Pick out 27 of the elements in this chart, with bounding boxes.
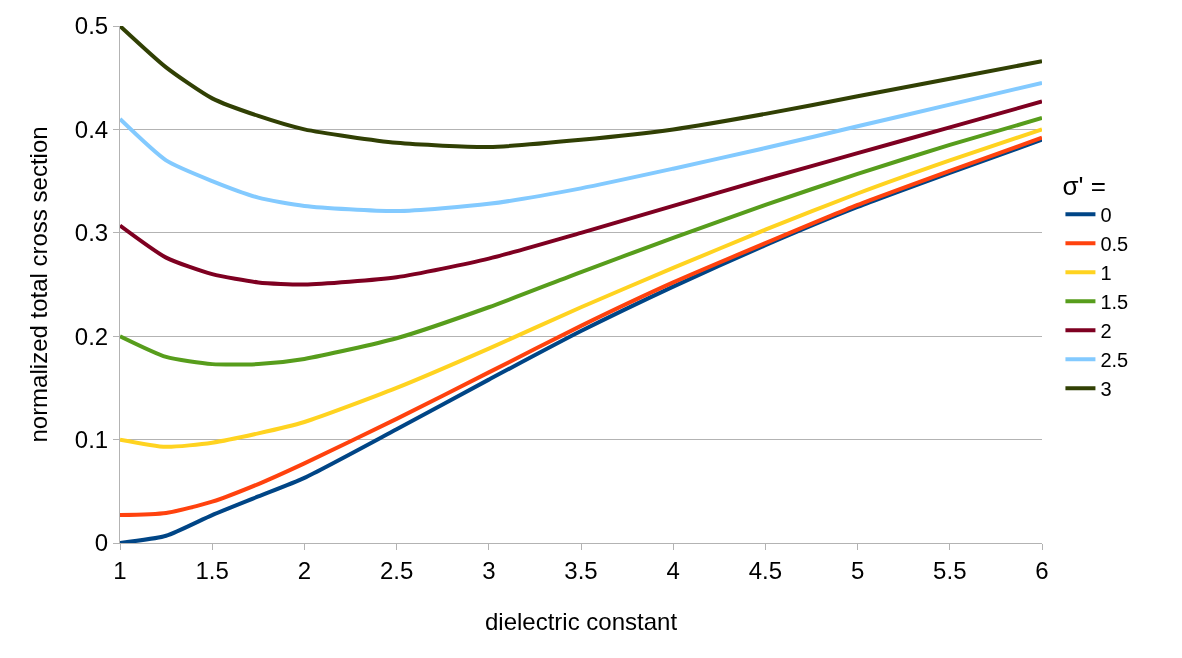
x-tick-label: 5 <box>850 556 865 584</box>
y-tick-label: 0.5 <box>74 12 109 40</box>
y-tick-label: 0.2 <box>74 322 109 350</box>
legend-title: σ' = <box>1062 170 1106 201</box>
x-tick-label: 1 <box>113 556 127 584</box>
x-tick-label: 6 <box>1035 556 1049 584</box>
y-tick-label: 0 <box>94 529 109 557</box>
x-tick-label: 4.5 <box>748 556 783 584</box>
x-tick-label: 5.5 <box>933 556 967 584</box>
y-tick-label: 0.1 <box>74 426 109 453</box>
legend-label: 0 <box>1100 204 1112 227</box>
x-axis-title: dielectric constant <box>484 608 678 636</box>
y-tick-label: 0.4 <box>74 115 109 143</box>
legend-label: 1 <box>1100 262 1112 285</box>
y-tick-label: 0.3 <box>74 219 109 247</box>
x-tick-label: 2.5 <box>379 556 414 584</box>
x-tick-label: 2 <box>297 556 312 584</box>
legend-label: 2 <box>1100 320 1112 343</box>
legend-label: 2.5 <box>1100 349 1129 372</box>
x-tick-label: 3.5 <box>564 556 598 584</box>
legend-label: 3 <box>1100 378 1112 401</box>
x-tick-label: 4 <box>666 556 680 584</box>
x-tick-label: 1.5 <box>195 556 229 584</box>
y-axis-title: normalized total cross section <box>24 126 52 443</box>
x-tick-label: 3 <box>482 556 496 584</box>
legend-label: 0.5 <box>1100 233 1129 256</box>
legend-label: 1.5 <box>1100 291 1129 314</box>
